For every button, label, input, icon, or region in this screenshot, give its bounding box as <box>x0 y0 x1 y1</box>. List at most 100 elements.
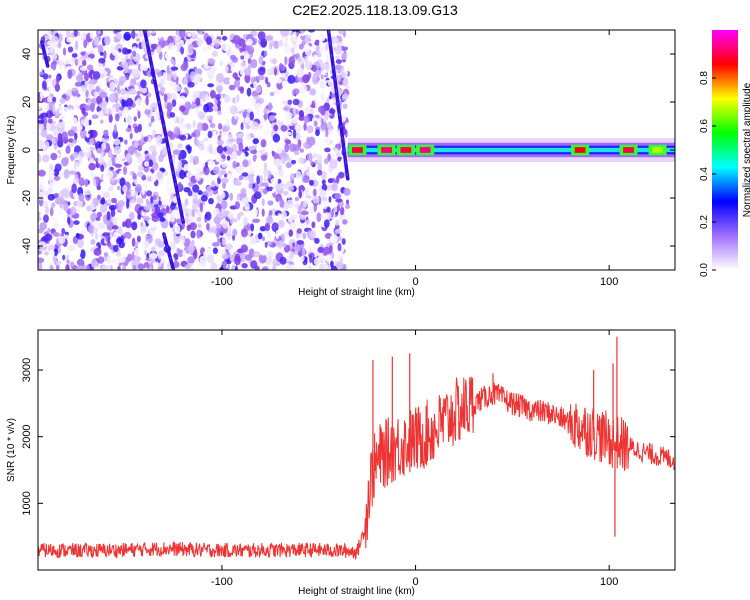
noise-point <box>166 102 173 112</box>
noise-point <box>198 106 203 112</box>
noise-point <box>291 116 298 125</box>
noise-point <box>298 189 303 199</box>
noise-point <box>247 57 252 64</box>
noise-point <box>210 262 218 270</box>
noise-point <box>246 87 252 97</box>
noise-point <box>113 138 121 146</box>
noise-point <box>290 173 295 182</box>
noise-point <box>151 161 159 171</box>
noise-point <box>67 46 74 53</box>
noise-point <box>43 116 48 126</box>
noise-point <box>59 137 63 146</box>
noise-point <box>79 66 87 72</box>
noise-point <box>240 55 245 60</box>
noise-point <box>232 160 237 169</box>
noise-point <box>217 237 220 245</box>
noise-point <box>38 250 42 255</box>
noise-point <box>117 185 121 191</box>
noise-point <box>257 157 261 162</box>
noise-point <box>320 91 325 101</box>
noise-point <box>253 95 261 101</box>
noise-point <box>184 264 191 269</box>
noise-point <box>118 80 124 86</box>
noise-point <box>75 74 84 82</box>
noise-point <box>137 171 144 178</box>
noise-point <box>261 182 269 187</box>
noise-point <box>135 152 142 158</box>
noise-point <box>226 155 231 161</box>
x-axis-label: Height of straight line (km) <box>298 287 415 298</box>
noise-point <box>151 30 156 35</box>
noise-point <box>185 123 192 130</box>
noise-point <box>103 50 107 60</box>
noise-point <box>92 129 97 139</box>
noise-point <box>117 226 123 235</box>
noise-point <box>140 87 148 94</box>
noise-point <box>272 258 277 267</box>
noise-point <box>258 122 263 130</box>
noise-point <box>231 151 238 160</box>
noise-point <box>281 157 286 165</box>
noise-point <box>230 66 236 73</box>
noise-point <box>316 156 323 165</box>
noise-point <box>277 219 285 228</box>
noise-point <box>241 172 249 177</box>
noise-point <box>283 262 291 270</box>
noise-point <box>298 57 302 62</box>
noise-point <box>89 30 94 39</box>
noise-point <box>70 117 78 127</box>
noise-point <box>272 133 281 143</box>
noise-point <box>188 181 194 187</box>
noise-point <box>38 234 41 241</box>
noise-point <box>298 110 304 118</box>
streak-highlight <box>327 30 349 179</box>
noise-point <box>145 155 150 163</box>
noise-point <box>323 246 331 257</box>
noise-point <box>119 106 125 111</box>
noise-point <box>284 143 290 153</box>
noise-point <box>88 80 95 85</box>
noise-point <box>51 202 56 208</box>
noise-point <box>279 183 287 190</box>
noise-point <box>110 197 118 204</box>
noise-point <box>49 164 53 172</box>
noise-point <box>53 192 60 198</box>
noise-point <box>206 254 215 264</box>
x-tick-label: -100 <box>211 576 233 588</box>
noise-point <box>299 30 305 34</box>
noise-point <box>84 72 89 82</box>
noise-point <box>214 42 220 48</box>
noise-point <box>284 105 291 112</box>
noise-point <box>166 205 170 213</box>
noise-point <box>294 197 299 202</box>
noise-point <box>97 147 102 154</box>
noise-point <box>278 167 284 178</box>
noise-point <box>169 214 176 223</box>
noise-point <box>197 122 203 132</box>
noise-point <box>137 110 141 119</box>
noise-point <box>158 154 164 162</box>
noise-point <box>55 264 60 270</box>
noise-point <box>49 207 54 217</box>
noise-point <box>140 221 144 227</box>
noise-point <box>244 52 250 59</box>
noise-point <box>38 153 41 163</box>
noise-point <box>252 138 259 145</box>
noise-point <box>333 207 338 213</box>
noise-point <box>292 98 300 106</box>
noise-point <box>178 122 187 129</box>
noise-point <box>194 77 198 83</box>
noise-point <box>339 201 345 208</box>
noise-point <box>174 224 181 235</box>
noise-point <box>57 40 62 49</box>
noise-point <box>275 146 283 154</box>
noise-point <box>89 103 95 112</box>
noise-point <box>165 178 171 186</box>
noise-point <box>340 72 346 79</box>
noise-point <box>335 261 344 270</box>
noise-point <box>55 260 62 266</box>
noise-point <box>88 162 96 171</box>
noise-point <box>194 172 202 182</box>
noise-point <box>109 237 118 245</box>
noise-point <box>121 99 126 108</box>
